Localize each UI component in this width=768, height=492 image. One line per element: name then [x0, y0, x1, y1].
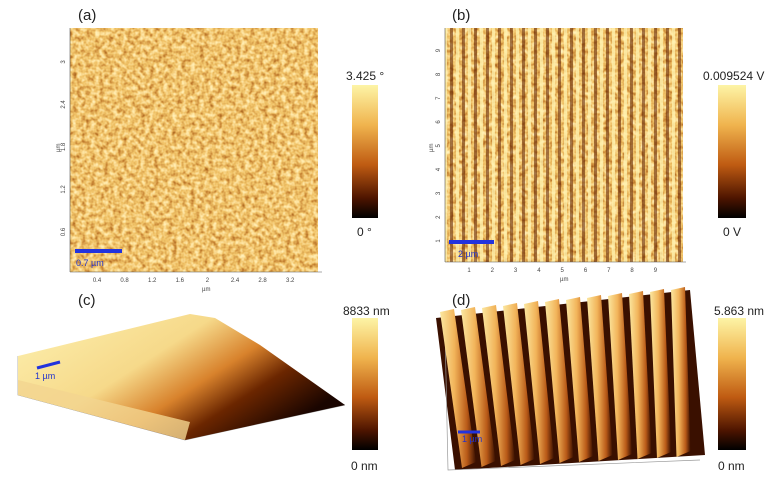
colorbar-max: 0.009524 V [703, 69, 764, 83]
afm-image [70, 28, 318, 272]
ridge [629, 291, 652, 459]
x-tick-label: 2 [206, 278, 210, 284]
y-unit: µm [56, 144, 62, 152]
ridge [545, 299, 574, 463]
x-tick-label: 5 [561, 268, 565, 274]
x-tick-label: 0.4 [93, 278, 102, 284]
x-tick-label: 7 [607, 268, 611, 274]
panel-label: (a) [78, 7, 96, 24]
x-tick-label: 3 [514, 268, 518, 274]
y-tick-label: 2 [436, 215, 442, 219]
ridge [587, 295, 613, 461]
x-tick-label: 1 [467, 268, 471, 274]
surface-3d [436, 287, 705, 471]
y-tick-label: 7 [436, 96, 442, 100]
ridge [482, 305, 515, 466]
y-unit: µm [429, 144, 435, 152]
y-tick-label: 4 [436, 167, 442, 171]
panel-label: (b) [452, 7, 470, 24]
x-tick-label: 3.2 [286, 278, 295, 284]
scale-bar-label: 0.7 µm [76, 258, 104, 268]
colorbar-min: 0 V [723, 225, 741, 239]
x-tick-label: 0.8 [120, 278, 129, 284]
ridge [566, 297, 593, 462]
x-unit: µm [202, 287, 210, 293]
x-tick-label: 9 [654, 268, 658, 274]
ridge [524, 301, 554, 464]
y-tick-label: 1.2 [61, 185, 67, 194]
y-tick-label: 3 [61, 60, 67, 64]
scale-bar [36, 360, 61, 370]
colorbar [352, 85, 378, 218]
ridge [440, 309, 476, 468]
ridge [608, 293, 632, 460]
colorbar-max: 5.863 nm [714, 304, 764, 318]
y-tick-label: 9 [436, 48, 442, 52]
x-tick-label: 2.4 [231, 278, 240, 284]
colorbar [718, 85, 746, 218]
panel-label: (c) [78, 292, 96, 309]
x-tick-label: 1.6 [176, 278, 185, 284]
y-tick-label: 2.4 [61, 100, 67, 109]
ridge [461, 307, 496, 467]
panel-label: (d) [452, 292, 470, 309]
x-tick-label: 8 [630, 268, 634, 274]
colorbar-max: 8833 nm [343, 304, 390, 318]
y-tick-label: 8 [436, 72, 442, 76]
ridge [503, 303, 535, 465]
colorbar [352, 318, 378, 450]
y-tick-label: 6 [436, 120, 442, 124]
y-tick-label: 0.6 [61, 227, 67, 236]
x-tick-label: 2.8 [258, 278, 267, 284]
colorbar-min: 0 nm [351, 459, 378, 473]
colorbar-min: 0 nm [718, 459, 745, 473]
ridge [650, 289, 671, 458]
x-unit: µm [560, 277, 568, 283]
x-tick-label: 2 [491, 268, 495, 274]
colorbar-max: 3.425 ° [346, 69, 384, 83]
y-tick-label: 5 [436, 143, 442, 147]
colorbar-min: 0 ° [357, 225, 372, 239]
y-tick-label: 3 [436, 191, 442, 195]
colorbar [718, 318, 746, 450]
scale-bar-label: 1 µm [35, 371, 55, 381]
y-tick-label: 1.8 [61, 142, 67, 151]
y-tick-label: 1 [436, 239, 442, 243]
ridge [671, 287, 691, 457]
x-tick-label: 6 [584, 268, 588, 274]
x-tick-label: 4 [537, 268, 541, 274]
x-tick-label: 1.2 [148, 278, 157, 284]
surface-3d [17, 314, 346, 441]
scale-bar-label: 1 µm [462, 434, 482, 444]
stripe-pattern [445, 28, 683, 262]
scale-bar-label: 2 µm [458, 249, 478, 259]
